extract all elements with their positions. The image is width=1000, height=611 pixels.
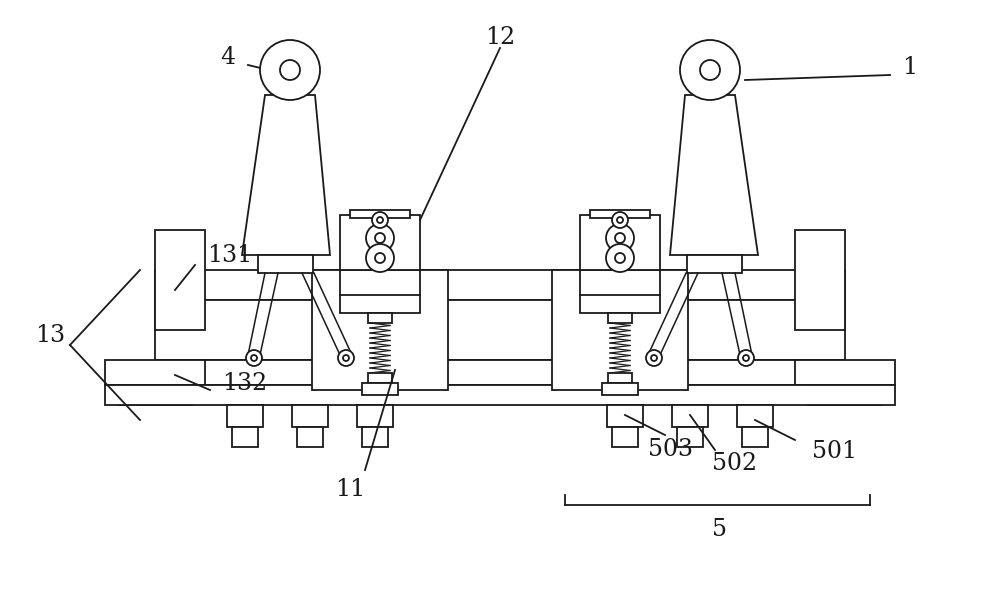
Text: 131: 131 bbox=[207, 244, 253, 266]
Bar bbox=[105, 385, 895, 405]
Bar bbox=[292, 405, 328, 427]
Bar bbox=[737, 405, 773, 427]
Bar bbox=[677, 427, 703, 447]
Bar bbox=[742, 427, 768, 447]
Circle shape bbox=[738, 350, 754, 366]
Bar bbox=[795, 230, 845, 330]
Text: 1: 1 bbox=[902, 56, 918, 79]
Circle shape bbox=[280, 60, 300, 80]
Circle shape bbox=[251, 355, 257, 361]
Text: 4: 4 bbox=[220, 46, 236, 70]
Bar bbox=[608, 373, 632, 383]
Bar bbox=[807, 385, 882, 405]
Bar bbox=[580, 215, 660, 270]
Circle shape bbox=[375, 233, 385, 243]
Bar bbox=[357, 405, 393, 427]
Circle shape bbox=[606, 244, 634, 272]
Bar bbox=[687, 255, 742, 273]
Circle shape bbox=[646, 350, 662, 366]
Bar bbox=[795, 360, 895, 385]
Circle shape bbox=[366, 224, 394, 252]
Bar bbox=[227, 405, 263, 427]
Bar bbox=[368, 373, 392, 383]
Circle shape bbox=[615, 233, 625, 243]
Text: 5: 5 bbox=[712, 519, 728, 541]
Circle shape bbox=[338, 350, 354, 366]
Bar bbox=[155, 360, 845, 385]
Circle shape bbox=[375, 253, 385, 263]
Text: 13: 13 bbox=[35, 323, 65, 346]
Text: 11: 11 bbox=[335, 478, 365, 502]
Bar bbox=[155, 270, 845, 300]
Circle shape bbox=[377, 217, 383, 223]
Text: 501: 501 bbox=[812, 441, 858, 464]
Polygon shape bbox=[242, 95, 330, 255]
Bar bbox=[607, 405, 643, 427]
Bar bbox=[362, 427, 388, 447]
Bar bbox=[258, 255, 313, 273]
Circle shape bbox=[366, 244, 394, 272]
Bar bbox=[590, 210, 650, 218]
Bar bbox=[105, 360, 205, 385]
Bar bbox=[232, 427, 258, 447]
Bar bbox=[118, 385, 193, 405]
Circle shape bbox=[260, 40, 320, 100]
Circle shape bbox=[606, 224, 634, 252]
Circle shape bbox=[680, 40, 740, 100]
Bar bbox=[350, 210, 410, 218]
Text: 12: 12 bbox=[485, 26, 515, 49]
Circle shape bbox=[615, 253, 625, 263]
Text: 502: 502 bbox=[712, 452, 758, 475]
Bar bbox=[312, 270, 448, 390]
Circle shape bbox=[246, 350, 262, 366]
Polygon shape bbox=[670, 95, 758, 255]
Circle shape bbox=[343, 355, 349, 361]
Bar bbox=[362, 383, 398, 395]
Circle shape bbox=[743, 355, 749, 361]
Bar bbox=[580, 295, 660, 313]
Bar bbox=[297, 427, 323, 447]
Bar bbox=[340, 215, 420, 270]
Circle shape bbox=[617, 217, 623, 223]
Circle shape bbox=[651, 355, 657, 361]
Circle shape bbox=[612, 212, 628, 228]
Bar bbox=[368, 313, 392, 323]
Text: 503: 503 bbox=[648, 439, 692, 461]
Bar bbox=[552, 270, 688, 390]
Bar bbox=[608, 313, 632, 323]
Bar bbox=[602, 383, 638, 395]
Bar bbox=[672, 405, 708, 427]
Bar bbox=[155, 230, 205, 330]
Circle shape bbox=[700, 60, 720, 80]
Bar bbox=[612, 427, 638, 447]
Bar bbox=[340, 295, 420, 313]
Text: 132: 132 bbox=[222, 371, 268, 395]
Bar bbox=[155, 300, 845, 360]
Circle shape bbox=[372, 212, 388, 228]
